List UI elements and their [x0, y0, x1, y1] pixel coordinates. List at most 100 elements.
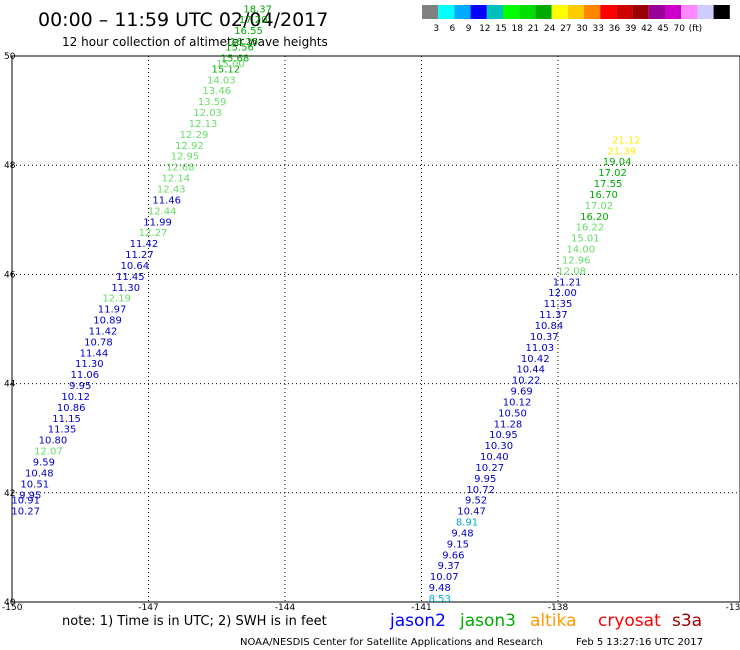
- wave-height-label: 9.95: [69, 381, 91, 392]
- wave-height-label: 10.07: [430, 572, 459, 583]
- colorbar: 3 6 9 12 15 18 21 24 27 30 33 36 39 42 45 70 (ft): [422, 5, 730, 34]
- wave-height-label: 21.12: [612, 135, 641, 146]
- satellite-legend: jason2 jason3 altika cryosat s3a: [389, 611, 702, 631]
- wave-height-label: 19.04: [603, 157, 632, 168]
- wave-height-label: 11.99: [143, 217, 172, 228]
- wave-height-label: 10.27: [475, 463, 504, 474]
- legend-jason2: jason2: [389, 611, 446, 631]
- wave-height-label: 15.01: [571, 234, 600, 245]
- colorbar-label: (ft): [689, 24, 703, 34]
- y-tick-label: 50: [4, 52, 16, 62]
- y-tick-label: 40: [4, 598, 16, 608]
- wave-height-label: 15.00: [216, 59, 245, 70]
- axis-tick-labels: -150 -147 -144 -141 -138 -13 40 42 44 46 48 50: [2, 52, 740, 613]
- y-tick-label: 42: [4, 489, 15, 499]
- chart-subtitle: 12 hour collection of altimeter wave hei…: [62, 35, 328, 49]
- colorbar-label: 33: [592, 24, 603, 34]
- colorbar-label: 36: [609, 24, 621, 34]
- wave-height-label: 10.89: [93, 316, 122, 327]
- wave-height-label: 10.12: [503, 397, 532, 408]
- wave-height-label: 10.64: [121, 261, 150, 272]
- wave-height-label: 9.48: [451, 528, 473, 539]
- colorbar-label: 9: [466, 24, 472, 34]
- wave-height-label: 18.37: [243, 4, 272, 15]
- wave-height-label: 12.00: [548, 288, 577, 299]
- wave-height-label: 12.68: [166, 163, 195, 174]
- colorbar-swatch: [665, 5, 682, 19]
- colorbar-swatch: [681, 5, 698, 19]
- legend-cryosat: cryosat: [598, 611, 661, 631]
- colorbar-swatch: [438, 5, 455, 19]
- wave-height-label: 11.35: [48, 425, 77, 436]
- colorbar-swatch: [486, 5, 503, 19]
- wave-height-label: 10.84: [535, 321, 564, 332]
- colorbar-label: 45: [657, 24, 668, 34]
- wave-height-label: 17.02: [598, 168, 627, 179]
- wave-height-label: 12.14: [161, 174, 190, 185]
- wave-height-label: 12.03: [193, 108, 222, 119]
- wave-height-label: 17.02: [585, 201, 614, 212]
- wave-height-label: 11.03: [525, 343, 554, 354]
- wave-height-label: 10.40: [480, 452, 509, 463]
- wave-height-label: 10.27: [11, 507, 40, 518]
- wave-height-label: 16.55: [234, 26, 263, 37]
- wave-height-label: 9.66: [442, 550, 464, 561]
- wave-height-label: 10.12: [61, 392, 90, 403]
- note-text: note: 1) Time is in UTC; 2) SWH is in fe…: [62, 614, 327, 629]
- y-tick-label: 44: [4, 380, 16, 390]
- colorbar-swatch: [567, 5, 584, 19]
- colorbar-label: 42: [641, 24, 652, 34]
- wave-height-label: 12.44: [148, 206, 177, 217]
- wave-height-label: 12.27: [139, 228, 168, 239]
- colorbar-label: 12: [479, 24, 490, 34]
- wave-height-label: 12.08: [557, 266, 586, 277]
- wave-height-label: 12.43: [157, 185, 186, 196]
- wave-height-label: 10.78: [84, 337, 113, 348]
- wave-height-label: 12.07: [34, 447, 63, 458]
- wave-height-label: 11.21: [553, 277, 582, 288]
- wave-height-label: 15.12: [212, 64, 241, 75]
- wave-height-label: 12.13: [189, 119, 218, 130]
- wave-height-label: 10.50: [498, 408, 527, 419]
- colorbar-swatch: [584, 5, 601, 19]
- wave-height-label: 9.69: [510, 387, 532, 398]
- x-tick-label: -144: [275, 603, 296, 613]
- wave-height-label: 17.20: [239, 15, 268, 26]
- colorbar-swatch: [632, 5, 649, 19]
- x-tick-label: -13: [726, 603, 740, 613]
- x-tick-label: -138: [548, 603, 569, 613]
- wave-height-label: 12.96: [562, 255, 591, 266]
- wave-height-label: 14.00: [566, 245, 595, 256]
- wave-height-label: 10.30: [485, 441, 514, 452]
- credit-text: NOAA/NESDIS Center for Satellite Applica…: [240, 637, 543, 648]
- wave-height-label: 10.95: [489, 430, 518, 441]
- wave-height-label: 17.55: [594, 179, 623, 190]
- legend-s3a: s3a: [672, 611, 702, 631]
- wave-height-label: 9.95: [19, 490, 41, 501]
- colorbar-swatch: [697, 5, 714, 19]
- plot-border: [11, 55, 740, 603]
- wave-height-label: 16.70: [589, 190, 618, 201]
- wave-height-label: 12.92: [175, 141, 204, 152]
- wave-height-label: 11.06: [70, 370, 99, 381]
- wave-height-label: 11.97: [98, 305, 127, 316]
- wave-height-label: 8.91: [456, 518, 478, 529]
- wave-height-label: 16.20: [580, 212, 609, 223]
- wave-height-label: 10.86: [57, 403, 86, 414]
- wave-height-label: 11.45: [116, 272, 145, 283]
- colorbar-label: 70: [673, 24, 685, 34]
- wave-height-label: 11.30: [111, 283, 140, 294]
- colorbar-swatch: [535, 5, 552, 19]
- wave-height-label: 11.28: [494, 419, 523, 430]
- wave-height-label: 9.52: [465, 496, 487, 507]
- wave-height-label: 10.22: [512, 376, 541, 387]
- colorbar-label: 27: [560, 24, 571, 34]
- colorbar-label: 24: [544, 24, 556, 34]
- y-tick-label: 46: [4, 270, 16, 280]
- wave-height-label: 11.42: [89, 326, 118, 337]
- legend-altika: altika: [530, 611, 577, 631]
- wave-height-label: 11.35: [544, 299, 573, 310]
- wave-height-label: 11.46: [152, 195, 181, 206]
- x-tick-label: -141: [411, 603, 431, 613]
